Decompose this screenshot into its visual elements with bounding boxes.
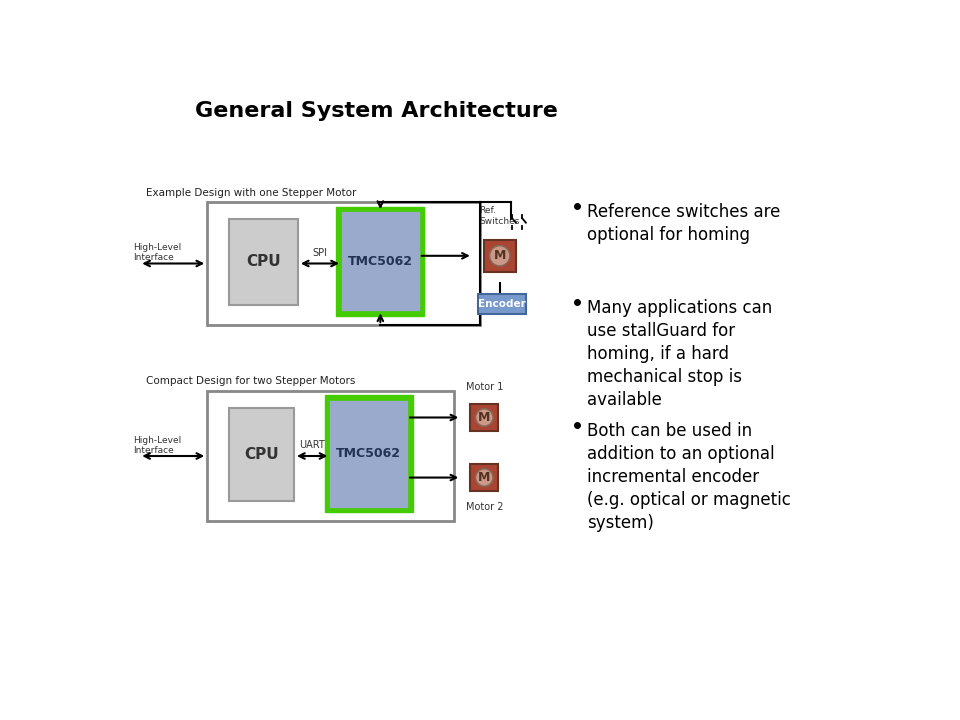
Bar [470, 464, 498, 492]
Text: CPU: CPU [244, 447, 278, 462]
Text: Many applications can
use stallGuard for
homing, if a hard
mechanical stop is
av: Many applications can use stallGuard for… [588, 299, 773, 408]
Text: Ref.
Switches: Ref. Switches [479, 206, 519, 226]
Text: TMC5062: TMC5062 [348, 255, 413, 268]
Text: General System Architecture: General System Architecture [195, 101, 558, 121]
Bar [484, 240, 516, 272]
Text: High-Level
Interface: High-Level Interface [133, 436, 181, 455]
Text: Compact Design for two Stepper Motors: Compact Design for two Stepper Motors [146, 376, 355, 385]
Bar [207, 202, 480, 325]
Text: Motor 2: Motor 2 [466, 502, 503, 512]
Bar [336, 207, 424, 316]
Bar [228, 408, 294, 500]
Circle shape [490, 246, 510, 266]
Text: Example Design with one Stepper Motor: Example Design with one Stepper Motor [146, 188, 356, 198]
Text: SPI: SPI [312, 248, 327, 258]
Text: M: M [478, 411, 491, 424]
Bar [342, 212, 419, 310]
Text: M: M [493, 249, 506, 262]
Text: Reference switches are
optional for homing: Reference switches are optional for homi… [588, 202, 780, 243]
Bar [470, 404, 498, 431]
Text: Encoder: Encoder [478, 300, 526, 310]
Bar [207, 390, 453, 521]
Text: CPU: CPU [246, 254, 280, 269]
Circle shape [475, 409, 493, 426]
Text: Motor 1: Motor 1 [466, 382, 503, 392]
Circle shape [475, 469, 493, 486]
Bar [228, 219, 298, 305]
Bar [324, 395, 413, 512]
Text: M: M [478, 471, 491, 484]
Text: TMC5062: TMC5062 [336, 447, 401, 460]
Text: High-Level
Interface: High-Level Interface [133, 243, 181, 262]
Bar [478, 294, 526, 315]
Text: UART: UART [300, 440, 325, 450]
Bar [330, 400, 407, 507]
Text: Both can be used in
addition to an optional
incremental encoder
(e.g. optical or: Both can be used in addition to an optio… [588, 422, 791, 531]
